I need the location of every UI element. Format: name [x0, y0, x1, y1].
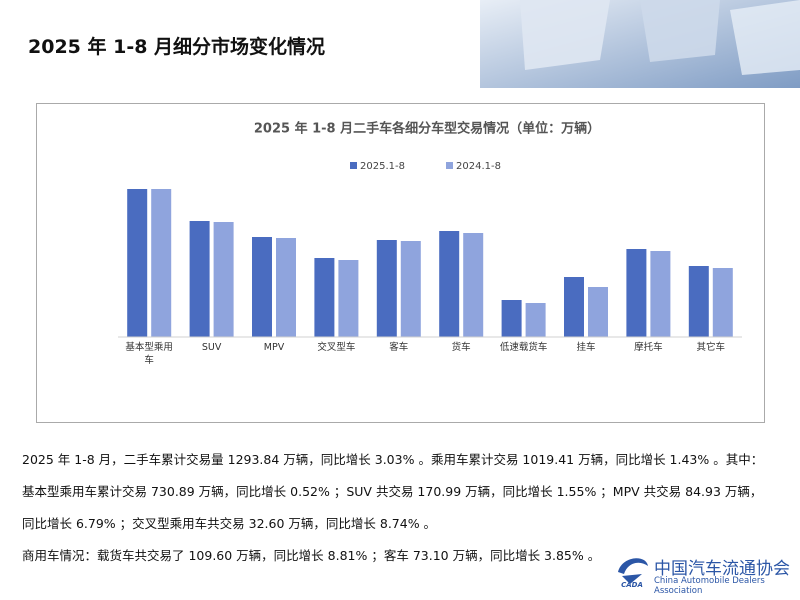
bar — [376, 240, 397, 337]
bar — [189, 221, 210, 337]
bar — [650, 251, 671, 337]
bar — [151, 189, 172, 337]
header-image — [480, 0, 800, 88]
bar — [439, 231, 460, 337]
chart-title: 2025 年 1-8 月二手车各细分车型交易情况（单位：万辆） — [254, 121, 600, 137]
paragraph: 基本型乘用车累计交易 730.89 万辆，同比增长 0.52% ；SUV 共交易… — [22, 484, 763, 499]
bar — [400, 241, 421, 337]
bar — [127, 189, 148, 337]
bar — [564, 277, 584, 337]
x-tick-label: 客车 — [389, 342, 409, 353]
logo-name: 中国汽车流通协会 — [654, 559, 790, 579]
legend-label: 2025.1-8 — [360, 161, 405, 172]
paragraph: 2025 年 1-8 月，二手车累计交易量 1293.84 万辆，同比增长 3.… — [22, 452, 764, 467]
slide-title: 2025 年 1-8 月细分市场变化情况 — [28, 36, 326, 58]
legend-label: 2024.1-8 — [456, 161, 501, 172]
x-tick-label: 货车 — [451, 342, 471, 353]
x-tick-label: 其它车 — [696, 342, 726, 353]
x-tick-label: 基本型乘用车 — [125, 342, 173, 366]
bar — [712, 268, 733, 337]
x-tick-label: 摩托车 — [634, 342, 663, 353]
bar — [688, 266, 709, 337]
x-tick-label: 交叉型车 — [317, 342, 356, 353]
bar — [252, 237, 272, 337]
x-tick-label: 低速载货车 — [499, 342, 548, 353]
bar — [213, 222, 234, 337]
bar — [276, 238, 296, 337]
paragraph: 同比增长 6.79% ；交叉型乘用车共交易 32.60 万辆，同比增长 8.74… — [22, 516, 437, 531]
chart: 2025 年 1-8 月二手车各细分车型交易情况（单位：万辆） 2025.1-8… — [118, 121, 742, 338]
bar — [501, 300, 522, 337]
logo-mark: CADA — [621, 581, 643, 589]
bar — [525, 303, 546, 337]
bar — [463, 233, 484, 337]
x-tick-label: SUV — [201, 342, 222, 353]
x-tick-label: 挂车 — [576, 342, 596, 353]
bar — [314, 258, 335, 337]
x-tick-label: MPV — [263, 342, 285, 353]
bar — [626, 249, 647, 337]
paragraph: 商用车情况：载货车共交易了 109.60 万辆，同比增长 8.81% ；客车 7… — [22, 548, 601, 563]
legend-swatch — [446, 162, 453, 169]
bar — [588, 287, 608, 337]
bar — [338, 260, 359, 337]
logo-icon: CADA — [618, 558, 648, 589]
legend-swatch — [350, 162, 357, 169]
logo-english: China Automobile Dealers Association — [654, 576, 765, 596]
